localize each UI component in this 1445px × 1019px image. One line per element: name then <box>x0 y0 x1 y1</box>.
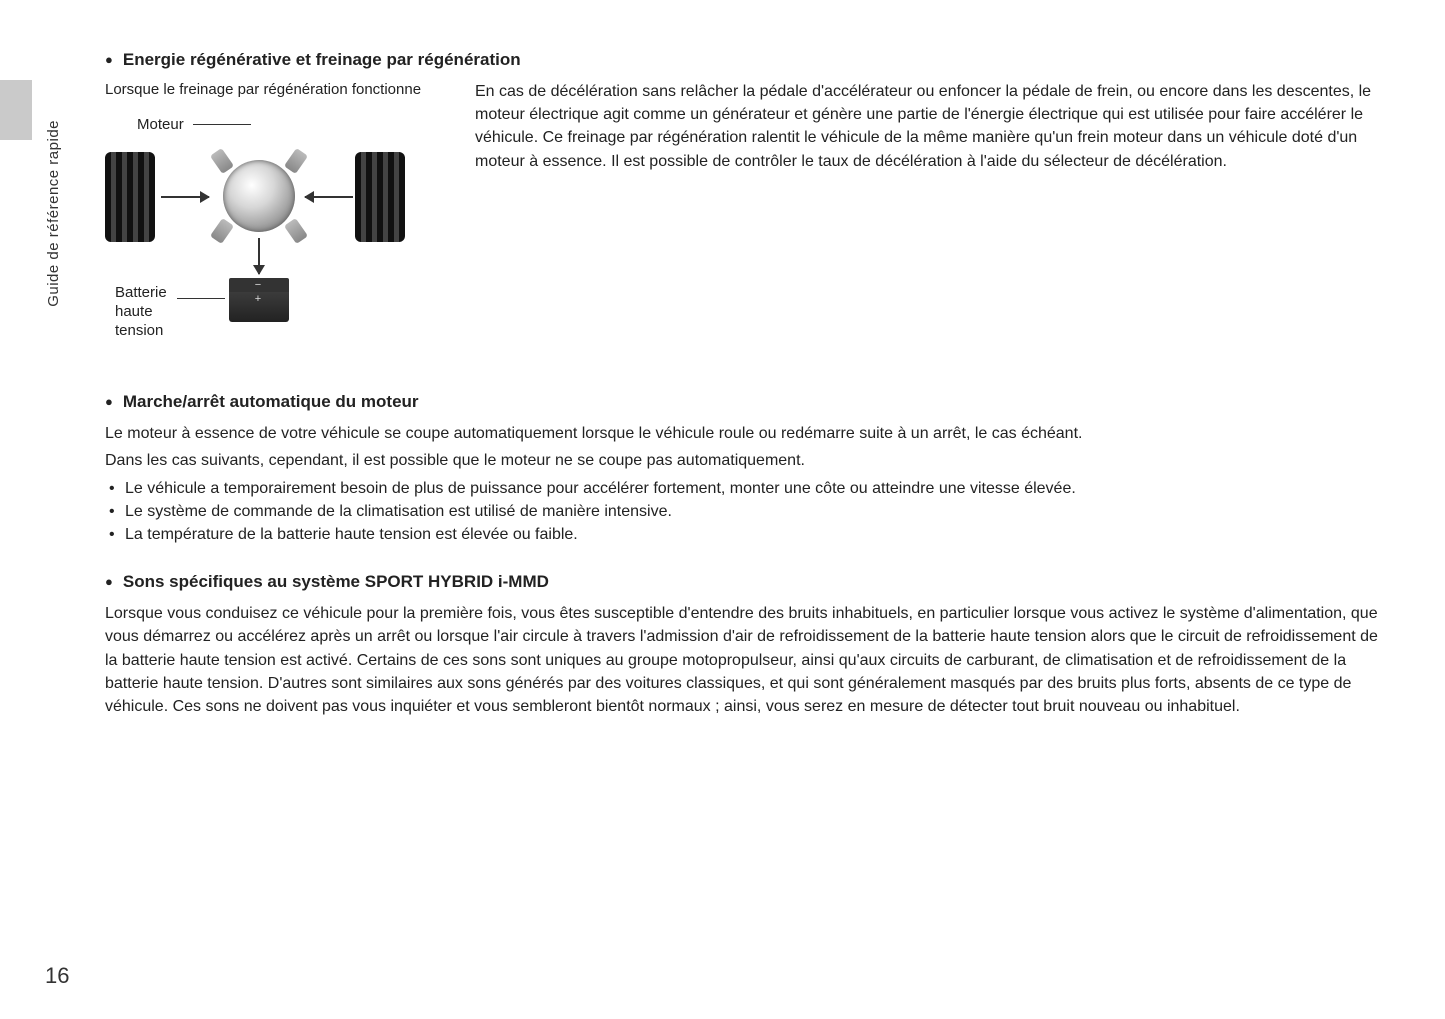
page: Guide de référence rapide 16 Energie rég… <box>0 0 1445 1019</box>
side-section-label: Guide de référence rapide <box>45 120 62 307</box>
paragraph: Dans les cas suivants, cependant, il est… <box>105 449 1385 472</box>
motor-fin-icon <box>284 148 308 174</box>
leader-line <box>177 298 225 299</box>
section-auto-start-stop: Marche/arrêt automatique du moteur Le mo… <box>105 392 1385 546</box>
side-tab <box>0 80 32 140</box>
motor-fin-icon <box>284 218 308 244</box>
paragraph: Le moteur à essence de votre véhicule se… <box>105 422 1385 445</box>
wheel-left-icon <box>105 152 155 242</box>
row-diagram-text: Lorsque le freinage par régénération fon… <box>105 80 1385 342</box>
leader-line <box>193 124 251 125</box>
arrow-left-icon <box>305 196 353 198</box>
list-item: La température de la batterie haute tens… <box>105 523 1385 546</box>
label-batterie: Batterie haute tension <box>115 284 167 340</box>
label-moteur: Moteur <box>137 116 184 133</box>
diagram-caption: Lorsque le freinage par régénération fon… <box>105 80 425 100</box>
page-number: 16 <box>45 963 69 989</box>
section-regenerative: Energie régénérative et freinage par rég… <box>105 50 1385 342</box>
regeneration-diagram: Moteur Batterie <box>105 112 405 342</box>
section-title: Marche/arrêt automatique du moteur <box>105 392 1385 412</box>
paragraph: Lorsque vous conduisez ce véhicule pour … <box>105 602 1385 718</box>
section-hybrid-sounds: Sons spécifiques au système SPORT HYBRID… <box>105 572 1385 718</box>
arrow-right-icon <box>161 196 209 198</box>
bullet-list: Le véhicule a temporairement besoin de p… <box>105 477 1385 547</box>
section1-body: En cas de décélération sans relâcher la … <box>475 80 1385 342</box>
list-item: Le véhicule a temporairement besoin de p… <box>105 477 1385 500</box>
diagram-column: Lorsque le freinage par régénération fon… <box>105 80 425 342</box>
motor-fin-icon <box>210 148 234 174</box>
motor-icon <box>223 160 295 232</box>
wheel-right-icon <box>355 152 405 242</box>
battery-icon <box>229 282 289 322</box>
section-title: Energie régénérative et freinage par rég… <box>105 50 1385 70</box>
motor-fin-icon <box>210 218 234 244</box>
content: Energie régénérative et freinage par rég… <box>105 50 1385 718</box>
section-title: Sons spécifiques au système SPORT HYBRID… <box>105 572 1385 592</box>
arrow-down-icon <box>258 238 260 274</box>
list-item: Le système de commande de la climatisati… <box>105 500 1385 523</box>
